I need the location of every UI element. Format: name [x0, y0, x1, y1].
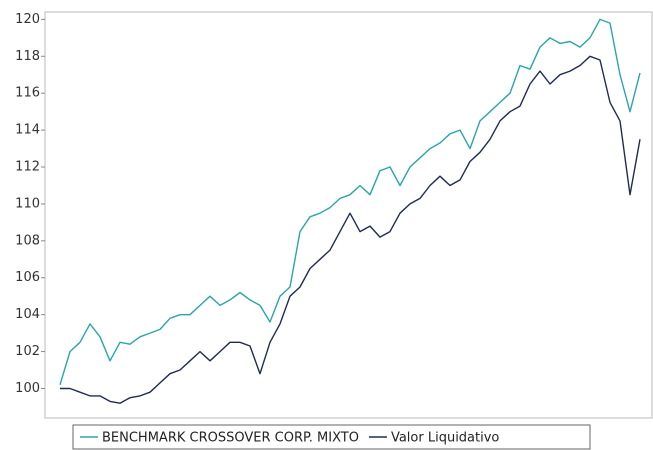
y-tick-label: 102 [15, 344, 40, 359]
y-tick-label: 116 [15, 86, 40, 101]
y-tick-label: 114 [15, 123, 40, 138]
legend-label: Valor Liquidativo [391, 431, 499, 446]
y-tick-label: 106 [15, 270, 40, 285]
plot-frame [44, 11, 653, 419]
y-tick-label: 108 [15, 233, 40, 248]
legend-box [72, 424, 591, 450]
legend-label: BENCHMARK CROSSOVER CORP. MIXTO [102, 431, 359, 446]
y-tick-label: 120 [15, 12, 40, 27]
y-tick-label: 100 [15, 381, 40, 396]
y-tick-label: 112 [15, 160, 40, 175]
y-tick-label: 110 [15, 196, 40, 211]
y-tick-label: 104 [15, 307, 40, 322]
y-tick-label: 118 [15, 49, 40, 64]
series-line [60, 55, 641, 404]
series-line [59, 18, 641, 386]
